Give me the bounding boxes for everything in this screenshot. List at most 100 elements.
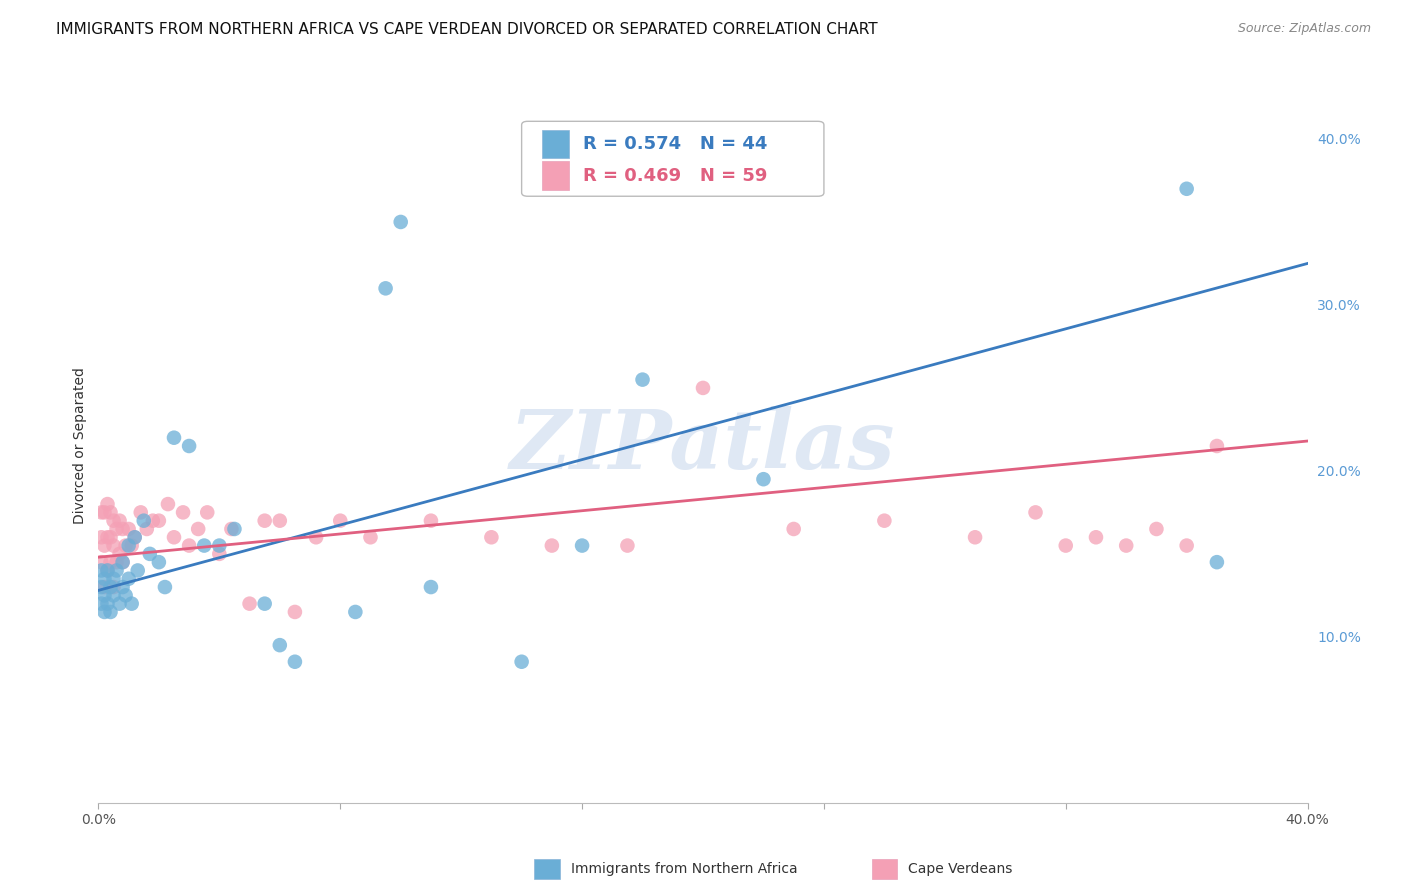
Point — [571, 539, 593, 553]
Point — [1115, 539, 1137, 553]
Point — [114, 588, 136, 602]
Point — [93, 588, 115, 602]
Point — [1144, 522, 1167, 536]
Point — [752, 472, 775, 486]
Point — [420, 580, 443, 594]
Point — [103, 514, 125, 528]
Point — [135, 522, 157, 536]
Point — [100, 555, 122, 569]
Point — [118, 522, 141, 536]
Point — [100, 605, 122, 619]
Point — [305, 530, 328, 544]
Point — [616, 539, 638, 553]
Point — [1206, 439, 1229, 453]
Point — [111, 555, 134, 569]
Point — [692, 381, 714, 395]
Point — [96, 564, 118, 578]
Point — [148, 555, 170, 569]
Point — [253, 597, 276, 611]
Point — [93, 572, 115, 586]
Point — [344, 605, 367, 619]
Point — [103, 588, 125, 602]
FancyBboxPatch shape — [522, 121, 824, 196]
Point — [124, 530, 146, 544]
Point — [121, 597, 143, 611]
Point — [118, 572, 141, 586]
Point — [105, 555, 128, 569]
Point — [187, 522, 209, 536]
Point — [118, 539, 141, 553]
Point — [253, 514, 276, 528]
Point — [105, 522, 128, 536]
Point — [195, 505, 218, 519]
Point — [1024, 505, 1046, 519]
Text: Source: ZipAtlas.com: Source: ZipAtlas.com — [1237, 22, 1371, 36]
Point — [510, 655, 533, 669]
Point — [100, 580, 122, 594]
Text: IMMIGRANTS FROM NORTHERN AFRICA VS CAPE VERDEAN DIVORCED OR SEPARATED CORRELATIO: IMMIGRANTS FROM NORTHERN AFRICA VS CAPE … — [56, 22, 877, 37]
Point — [111, 522, 134, 536]
Point — [90, 597, 112, 611]
Text: R = 0.469   N = 59: R = 0.469 N = 59 — [583, 167, 768, 185]
Point — [96, 530, 118, 544]
Point — [1206, 555, 1229, 569]
Point — [389, 215, 412, 229]
Point — [179, 539, 201, 553]
Point — [108, 597, 131, 611]
Point — [93, 605, 115, 619]
Point — [360, 530, 382, 544]
Point — [111, 555, 134, 569]
Point — [108, 514, 131, 528]
Point — [139, 547, 162, 561]
Point — [127, 564, 149, 578]
Point — [208, 539, 231, 553]
Point — [1175, 182, 1198, 196]
Point — [172, 505, 194, 519]
Point — [163, 530, 186, 544]
Point — [374, 281, 396, 295]
Point — [105, 564, 128, 578]
Point — [239, 597, 262, 611]
Point — [121, 539, 143, 553]
Point — [193, 539, 215, 553]
Point — [1085, 530, 1108, 544]
Point — [284, 605, 307, 619]
Point — [153, 580, 176, 594]
Point — [90, 530, 112, 544]
Point — [329, 514, 352, 528]
Point — [103, 539, 125, 553]
Point — [96, 564, 118, 578]
Text: R = 0.574   N = 44: R = 0.574 N = 44 — [583, 135, 768, 153]
Point — [96, 497, 118, 511]
Point — [114, 539, 136, 553]
Point — [90, 555, 112, 569]
Point — [156, 497, 179, 511]
Point — [269, 638, 291, 652]
Y-axis label: Divorced or Separated: Divorced or Separated — [73, 368, 87, 524]
Point — [783, 522, 806, 536]
Point — [124, 530, 146, 544]
Text: Immigrants from Northern Africa: Immigrants from Northern Africa — [571, 862, 797, 876]
Point — [179, 439, 201, 453]
Point — [93, 505, 115, 519]
Point — [631, 373, 654, 387]
Point — [103, 580, 125, 594]
Point — [103, 572, 125, 586]
Point — [540, 539, 562, 553]
Point — [221, 522, 243, 536]
FancyBboxPatch shape — [543, 161, 569, 190]
Point — [90, 580, 112, 594]
Point — [100, 505, 122, 519]
Point — [284, 655, 307, 669]
FancyBboxPatch shape — [543, 129, 569, 158]
Point — [96, 597, 118, 611]
Text: Cape Verdeans: Cape Verdeans — [908, 862, 1012, 876]
Point — [93, 580, 115, 594]
Point — [269, 514, 291, 528]
Point — [93, 539, 115, 553]
Point — [965, 530, 987, 544]
Point — [224, 522, 246, 536]
Point — [111, 580, 134, 594]
Point — [481, 530, 503, 544]
Point — [1054, 539, 1077, 553]
